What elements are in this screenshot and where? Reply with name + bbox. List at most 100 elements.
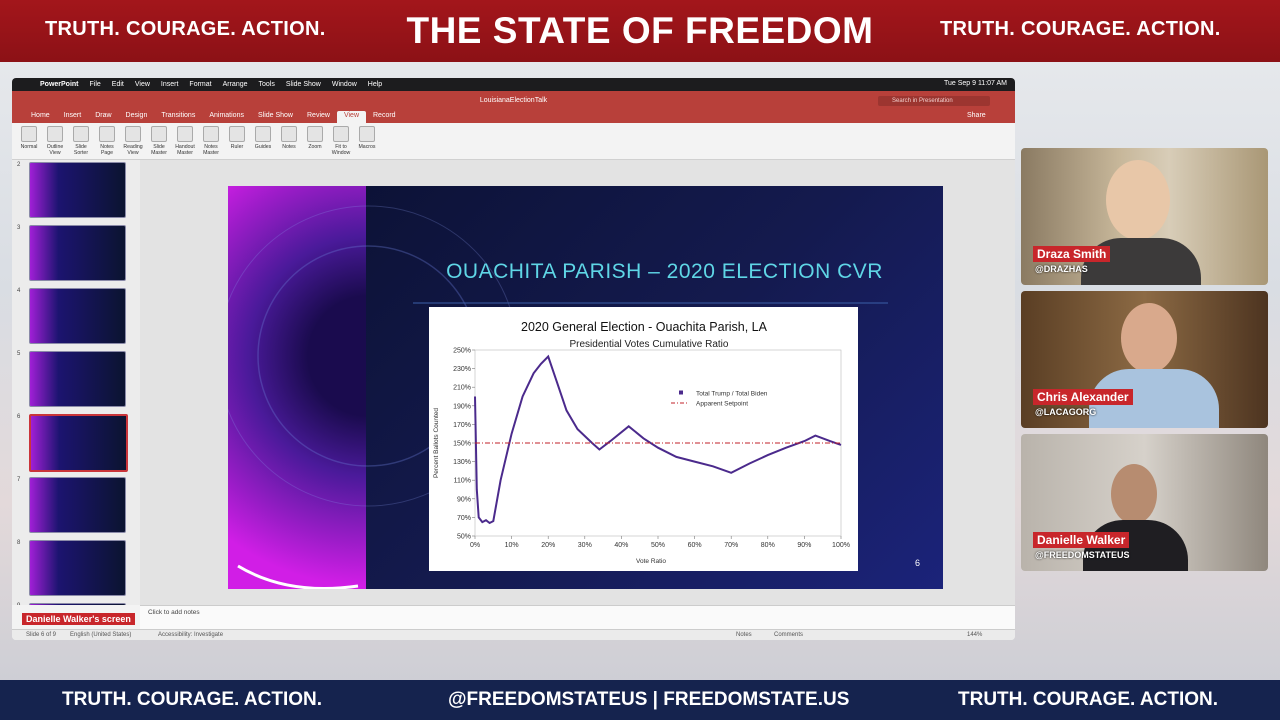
ribbon-button[interactable]: Handout Master xyxy=(174,123,196,159)
menu-item[interactable]: File xyxy=(89,81,101,88)
ribbon-label: Guides xyxy=(254,144,272,150)
ribbon-button[interactable]: Slide Sorter xyxy=(70,123,92,159)
menu-item[interactable]: PowerPoint xyxy=(40,81,79,88)
person xyxy=(1106,160,1170,240)
y-tick-label: 70% xyxy=(457,515,471,522)
screen-label: Danielle Walker's screen xyxy=(22,613,135,625)
chart: 2020 General Election - Ouachita Parish,… xyxy=(429,307,858,571)
thumbnail-number: 7 xyxy=(17,477,21,483)
arc xyxy=(237,564,359,589)
participant-name: Danielle Walker xyxy=(1033,532,1130,548)
ribbon-button[interactable]: Fit to Window xyxy=(330,123,352,159)
search-box[interactable]: Search in Presentation xyxy=(878,96,990,106)
y-tick-label: 230% xyxy=(453,366,471,373)
thumbnail-number: 3 xyxy=(17,225,21,231)
x-tick-label: 70% xyxy=(724,542,738,549)
ribbon-button[interactable]: Outline View xyxy=(44,123,66,159)
thumbnail[interactable] xyxy=(29,351,126,407)
icon xyxy=(203,126,219,142)
menu-item[interactable]: Arrange xyxy=(222,81,248,88)
icon xyxy=(177,126,193,142)
icon xyxy=(255,126,271,142)
ribbon-label: Notes Master xyxy=(203,144,219,156)
x-tick-label: 0% xyxy=(470,542,480,549)
share-button[interactable]: Share xyxy=(967,112,986,119)
x-tick-label: 10% xyxy=(505,542,519,549)
ribbon-button[interactable]: Zoom xyxy=(304,123,326,159)
ribbon-tab[interactable]: Slide Show xyxy=(257,112,293,119)
legend-label: Total Trump / Total Biden xyxy=(696,391,768,398)
ribbon-button[interactable]: Guides xyxy=(252,123,274,159)
ribbon-label: Zoom xyxy=(308,144,322,150)
y-tick-label: 110% xyxy=(454,478,471,485)
icon xyxy=(151,126,167,142)
thumbnail[interactable] xyxy=(29,288,126,344)
ribbon-button[interactable]: Ruler xyxy=(226,123,248,159)
menu-item[interactable]: Insert xyxy=(160,81,179,88)
slide-title: OUACHITA PARISH – 2020 ELECTION CVR xyxy=(228,260,943,284)
menu-item[interactable]: Format xyxy=(189,81,212,88)
status-notes[interactable]: Notes xyxy=(736,632,752,638)
ribbon-tab[interactable]: Record xyxy=(373,112,396,119)
ribbon-tab[interactable]: Home xyxy=(31,112,50,119)
ribbon-button[interactable]: Slide Master xyxy=(148,123,170,159)
ribbon-button[interactable]: Notes Page xyxy=(96,123,118,159)
slogan: TRUTH. COURAGE. ACTION. xyxy=(62,689,323,710)
thumbnail-number: 9 xyxy=(17,603,20,605)
x-tick-label: 90% xyxy=(797,542,811,549)
notes-pane[interactable]: Click to add notes xyxy=(140,605,1015,630)
y-tick-label: 210% xyxy=(453,385,471,392)
ribbon-tab[interactable]: Review xyxy=(307,112,330,119)
icon xyxy=(47,126,63,142)
ribbon-tabs: Home Insert Draw Design Transitions Animation… xyxy=(12,111,1015,123)
series-line xyxy=(474,354,842,525)
ribbon-tab[interactable]: View xyxy=(336,111,366,123)
participant-name: Draza Smith xyxy=(1033,246,1111,262)
menu-item[interactable]: Slide Show xyxy=(285,81,321,88)
slide-title-text: OUACHITA PARISH – 2020 ELECTION CVR xyxy=(446,260,883,283)
ribbon-tab[interactable]: Design xyxy=(125,112,148,119)
video-tile: Draza Smith @DRAZHAS xyxy=(1021,148,1268,285)
x-tick-label: 80% xyxy=(761,542,775,549)
ribbon-label: Macros xyxy=(358,144,376,150)
ribbon-button[interactable]: Macros xyxy=(356,123,378,159)
person xyxy=(1111,464,1157,524)
ribbon-tab[interactable]: Insert xyxy=(63,112,82,119)
y-tick-label: 150% xyxy=(453,441,471,448)
menu-item[interactable]: Edit xyxy=(111,81,124,88)
ribbon-tab[interactable]: Transitions xyxy=(161,112,196,119)
ribbon-button[interactable]: Notes xyxy=(278,123,300,159)
icon xyxy=(125,126,141,142)
participant-handle: @DRAZHAS xyxy=(1035,264,1088,274)
ribbon-tab[interactable]: Animations xyxy=(209,112,244,119)
thumbnail[interactable] xyxy=(29,540,126,596)
ribbon-label: Fit to Window xyxy=(331,144,351,156)
legend-label: Apparent Setpoint xyxy=(696,401,748,408)
status-language: English (United States) xyxy=(70,632,132,638)
icon xyxy=(281,126,297,142)
ribbon-button[interactable]: Normal xyxy=(18,123,40,159)
thumbnail-number: 2 xyxy=(17,162,21,168)
x-tick-label: 60% xyxy=(688,542,702,549)
thumbnail[interactable] xyxy=(29,603,126,605)
thumbnail[interactable] xyxy=(29,162,126,218)
slide-thumbnails: 2 3 4 5 6 7 8 9 xyxy=(12,160,140,605)
thumbnail[interactable] xyxy=(29,225,126,281)
thumbnail[interactable] xyxy=(29,477,126,533)
slide-decoration xyxy=(228,186,366,589)
show-title: THE STATE OF FREEDOM xyxy=(406,10,874,51)
menu-item[interactable]: Help xyxy=(367,81,383,88)
chart-subtitle: Presidential Votes Cumulative Ratio xyxy=(570,339,729,350)
participant-handle: @FREEDOMSTATEUS xyxy=(1035,550,1130,560)
thumbnail[interactable] xyxy=(29,414,128,472)
menu-item[interactable]: Tools xyxy=(258,81,275,88)
ribbon-tab[interactable]: Draw xyxy=(95,112,112,119)
ribbon-button[interactable]: Reading View xyxy=(122,123,144,159)
ribbon-label: Notes Page xyxy=(100,144,114,156)
legend-swatch xyxy=(679,390,683,395)
menu-item[interactable]: Window xyxy=(331,81,357,88)
ribbon-button[interactable]: Notes Master xyxy=(200,123,222,159)
status-comments[interactable]: Comments xyxy=(774,632,804,638)
menu-item[interactable]: View xyxy=(134,81,150,88)
